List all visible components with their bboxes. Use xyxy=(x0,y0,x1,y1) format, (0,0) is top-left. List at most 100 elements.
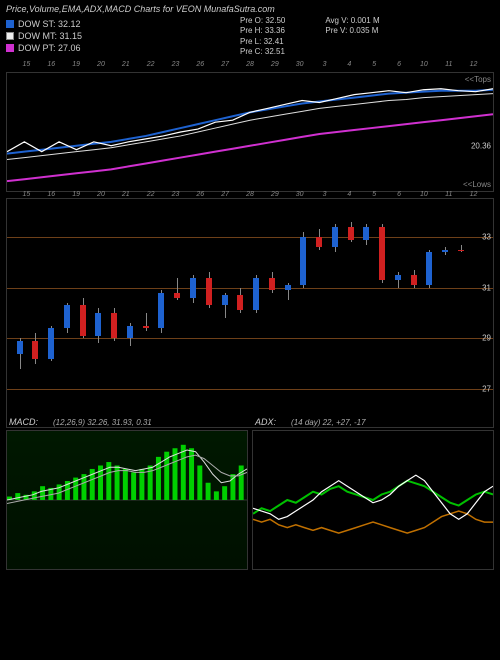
adx-title: ADX: xyxy=(255,417,276,427)
x-tick: 16 xyxy=(47,191,55,198)
x-tick: 19 xyxy=(72,191,80,198)
x-tick: 29 xyxy=(271,61,279,68)
candle-body xyxy=(158,293,164,328)
x-tick: 3 xyxy=(323,191,327,198)
candle-body xyxy=(395,275,401,280)
legend-dow-mt: DOW MT: 31.15 xyxy=(6,31,82,41)
x-tick: 10 xyxy=(420,61,428,68)
x-tick: 4 xyxy=(347,191,351,198)
x-tick: 21 xyxy=(122,61,130,68)
candle-body xyxy=(174,293,180,298)
info-col-1: Pre O: 32.50 Pre H: 33.36 Pre L: 32.41 P… xyxy=(240,16,285,58)
x-tick: 15 xyxy=(23,61,31,68)
y-tick-label: 29 xyxy=(480,334,493,343)
macd-panel: MACD: (12,26,9) 32.26, 31.93, 0.31 xyxy=(6,430,248,570)
x-tick: 4 xyxy=(347,61,351,68)
x-tick: 5 xyxy=(372,191,376,198)
candle-wick xyxy=(461,245,462,253)
y-tick-label: 31 xyxy=(480,283,493,292)
ema-price-tag: 20.36 xyxy=(469,142,493,151)
legend-dow-pt: DOW PT: 27.06 xyxy=(6,43,81,53)
legend-pt-label: DOW PT: 27.06 xyxy=(18,43,81,53)
swatch-st xyxy=(6,20,14,28)
x-tick: 19 xyxy=(72,61,80,68)
candle-body xyxy=(269,278,275,291)
indicator-panels: MACD: (12,26,9) 32.26, 31.93, 0.31 ADX: … xyxy=(6,430,494,570)
info-col-2: Avg V: 0.001 M Pre V: 0.035 M xyxy=(325,16,379,58)
x-tick: 27 xyxy=(221,61,229,68)
macd-info: (12,26,9) 32.26, 31.93, 0.31 xyxy=(53,418,152,427)
candle-body xyxy=(190,278,196,298)
legend-st-label: DOW ST: 32.12 xyxy=(18,19,81,29)
candle-body xyxy=(206,278,212,306)
ema-xlabels-top: 1516192021222326272829303456101112 xyxy=(7,61,493,73)
x-tick: 26 xyxy=(196,61,204,68)
x-tick: 20 xyxy=(97,191,105,198)
candle-body xyxy=(222,295,228,305)
candle-body xyxy=(111,313,117,338)
grid-line xyxy=(7,237,493,238)
y-tick-label: 27 xyxy=(480,385,493,394)
grid-line xyxy=(7,288,493,289)
x-tick: 11 xyxy=(445,61,452,68)
x-tick: 23 xyxy=(172,61,180,68)
pre-l: Pre L: 32.41 xyxy=(240,37,285,47)
candle-body xyxy=(458,250,464,251)
x-tick: 12 xyxy=(470,61,478,68)
x-tick: 6 xyxy=(397,61,401,68)
legend-mt-label: DOW MT: 31.15 xyxy=(18,31,82,41)
ema-svg xyxy=(7,73,493,191)
macd-svg xyxy=(7,431,247,569)
macd-label: MACD: (12,26,9) 32.26, 31.93, 0.31 xyxy=(9,417,152,427)
y-tick-label: 33 xyxy=(480,232,493,241)
macd-title: MACD: xyxy=(9,417,38,427)
candle-body xyxy=(379,227,385,280)
pre-o: Pre O: 32.50 xyxy=(240,16,285,26)
x-tick: 22 xyxy=(147,61,155,68)
x-tick: 28 xyxy=(246,191,254,198)
grid-line xyxy=(7,389,493,390)
x-tick: 15 xyxy=(23,191,31,198)
candle-body xyxy=(64,305,70,328)
info-columns: Pre O: 32.50 Pre H: 33.36 Pre L: 32.41 P… xyxy=(240,16,380,58)
candle-body xyxy=(285,285,291,290)
x-tick: 5 xyxy=(372,61,376,68)
avg-v: Avg V: 0.001 M xyxy=(325,16,379,26)
swatch-mt xyxy=(6,32,14,40)
candle-body xyxy=(348,227,354,240)
x-tick: 30 xyxy=(296,191,304,198)
ema-chart: <<Tops <<Lows 15161920212223262728293034… xyxy=(6,72,494,192)
chart-title: Price,Volume,EMA,ADX,MACD Charts for VEO… xyxy=(6,4,275,14)
candle-body xyxy=(300,237,306,285)
x-tick: 30 xyxy=(296,61,304,68)
candle-body xyxy=(237,295,243,310)
candle-body xyxy=(316,237,322,247)
x-tick: 26 xyxy=(196,191,204,198)
candle-body xyxy=(143,326,149,329)
pre-h: Pre H: 33.36 xyxy=(240,26,285,36)
swatch-pt xyxy=(6,44,14,52)
x-tick: 20 xyxy=(97,61,105,68)
candle-body xyxy=(17,341,23,354)
candle-body xyxy=(48,328,54,358)
x-tick: 3 xyxy=(323,61,327,68)
candle-body xyxy=(426,252,432,285)
candle-body xyxy=(95,313,101,336)
grid-line xyxy=(7,338,493,339)
x-tick: 10 xyxy=(420,191,428,198)
candle-body xyxy=(32,341,38,359)
x-tick: 27 xyxy=(221,191,229,198)
x-tick: 16 xyxy=(47,61,55,68)
legend-dow-st: DOW ST: 32.12 xyxy=(6,19,81,29)
candle-body xyxy=(332,227,338,247)
pre-v: Pre V: 0.035 M xyxy=(325,26,379,36)
adx-label: ADX: (14 day) 22, +27, -17 xyxy=(255,417,366,427)
x-tick: 12 xyxy=(470,191,478,198)
candle-body xyxy=(80,305,86,335)
adx-info: (14 day) 22, +27, -17 xyxy=(291,418,366,427)
adx-panel: ADX: (14 day) 22, +27, -17 xyxy=(252,430,494,570)
candlestick-chart: 27 29 31 33 xyxy=(6,198,494,428)
x-tick: 22 xyxy=(147,191,155,198)
x-tick: 6 xyxy=(397,191,401,198)
candle-body xyxy=(363,227,369,240)
